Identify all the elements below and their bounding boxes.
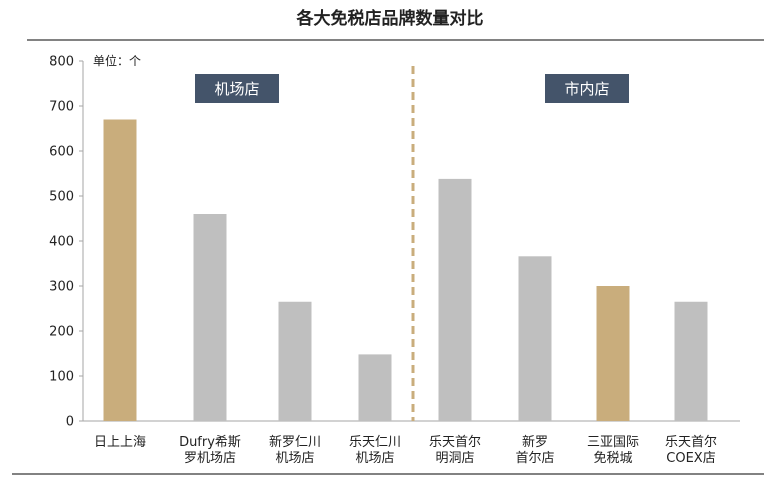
group-label: 市内店 [564, 80, 609, 98]
bar [596, 286, 630, 421]
chart-title: 各大免税店品牌数量对比 [296, 8, 484, 29]
y-tick-label: 0 [66, 415, 74, 430]
y-tick-label: 100 [49, 370, 74, 385]
unit-label: 单位：个 [93, 53, 141, 68]
group-label: 机场店 [214, 80, 259, 98]
x-tick-label: 乐天仁川 [349, 435, 401, 450]
label-layer: 日上上海 Dufry希斯罗机场店新罗仁川机场店乐天仁川机场店乐天首尔明洞店新罗首尔… [94, 66, 717, 466]
x-tick-label: 罗机场店 [184, 451, 236, 466]
y-tick-label: 400 [49, 235, 74, 250]
x-tick-label: 免税城 [593, 451, 632, 466]
bar [674, 301, 708, 421]
y-tick-label: 200 [49, 325, 74, 340]
y-tick-label: 300 [49, 280, 74, 295]
y-tick-label: 500 [49, 190, 74, 205]
bar [103, 119, 137, 421]
bar [358, 354, 392, 421]
x-tick-label: COEX店 [666, 451, 715, 466]
x-tick-label: 乐天首尔 [429, 435, 481, 450]
y-tick-label: 700 [49, 100, 74, 115]
group-label-box [195, 74, 279, 103]
x-tick-label: 新罗仁川 [269, 434, 321, 450]
axis-layer: 0 100 200 300 400 500 600 700 800 [49, 55, 740, 430]
x-tick-label: 首尔店 [515, 451, 554, 466]
x-tick-label: 日上上海 [94, 435, 146, 450]
x-tick-label: 三亚国际 [587, 435, 639, 450]
bar [193, 214, 227, 421]
y-tick-label: 600 [49, 145, 74, 160]
x-tick-label: 明洞店 [435, 451, 474, 466]
x-tick-label: 乐天首尔 [665, 435, 717, 450]
bar [278, 301, 312, 421]
x-tick-label: 机场店 [275, 451, 314, 466]
y-tick-label: 800 [49, 55, 74, 70]
bar [438, 178, 472, 421]
x-tick-label: 机场店 [355, 451, 394, 466]
group-label-box [545, 74, 629, 103]
bar-layer [103, 119, 708, 421]
x-tick-label: 新罗 [522, 434, 548, 450]
x-tick-label: Dufry希斯 [179, 435, 241, 450]
bar [518, 256, 552, 421]
